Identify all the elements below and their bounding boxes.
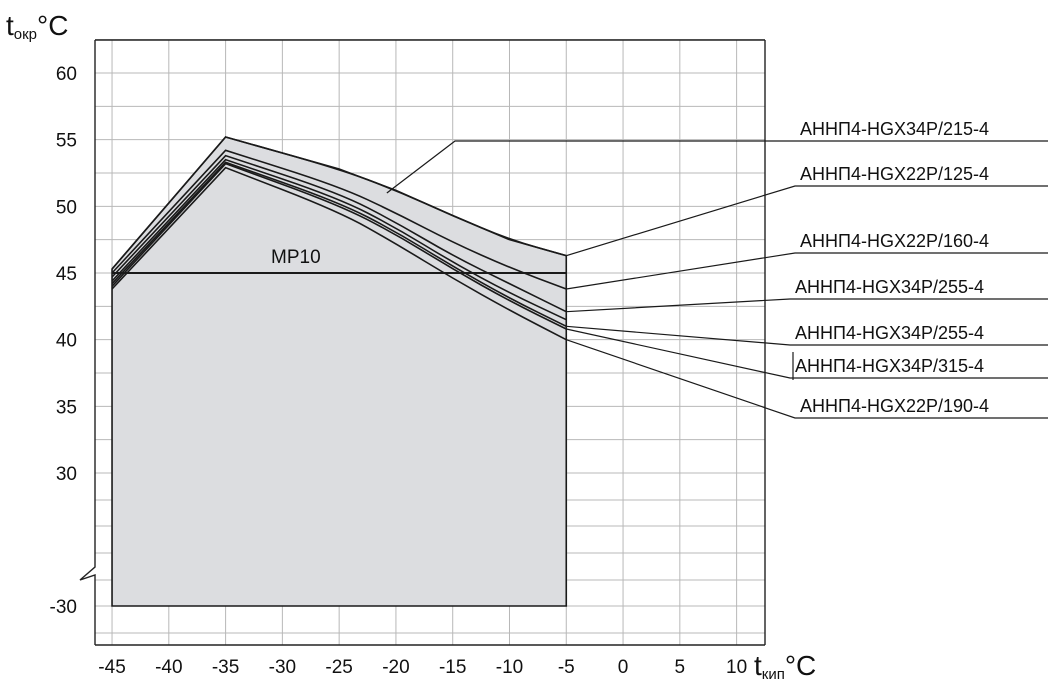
x-tick-label: -35 <box>212 657 239 678</box>
x-axis-title: tкип°C <box>754 650 816 681</box>
y-tick-label: 45 <box>56 264 77 285</box>
x-tick-label: 5 <box>675 657 686 678</box>
leader-line-2 <box>566 185 1048 257</box>
y-axis-title-main: t <box>6 10 14 41</box>
series-line-2 <box>111 149 567 290</box>
leader-line-4 <box>566 298 1048 313</box>
x-tick-label: -10 <box>496 657 523 678</box>
series-label-1: АННП4-HGX34P/215-4 <box>800 119 989 139</box>
x-tick-label: -45 <box>98 657 125 678</box>
series-line-5 <box>111 161 567 328</box>
series-label-4: АННП4-HGX34P/255-4 <box>795 277 984 297</box>
series-line-7 <box>111 166 567 341</box>
y-tick-label: 40 <box>56 331 77 352</box>
x-tick-label: -5 <box>558 657 575 678</box>
x-tick-label: 0 <box>618 657 629 678</box>
y-axis-break <box>79 40 96 645</box>
series-line-4 <box>111 158 567 321</box>
y-tick-label: 55 <box>56 131 77 152</box>
x-tick-label: -15 <box>439 657 466 678</box>
series-label-7: АННП4-HGX22P/190-4 <box>800 396 989 416</box>
y-tick-label: 30 <box>56 464 77 485</box>
leader-line-3 <box>566 252 1048 290</box>
x-axis-title-unit: °C <box>785 650 816 681</box>
leader-line-1 <box>386 140 1048 194</box>
leader-line-7 <box>566 339 1048 419</box>
y-tick-label: -30 <box>50 597 77 618</box>
leader-line-5 <box>566 325 1048 346</box>
y-axis-title-sub: окр <box>14 26 37 43</box>
series-label-2: АННП4-HGX22P/125-4 <box>800 164 989 184</box>
x-axis-title-sub: кип <box>762 666 785 681</box>
series-labels: АННП4-HGX34P/215-4 АННП4-HGX22P/125-4 АННП… <box>795 119 989 416</box>
y-tick-label: 60 <box>56 64 77 85</box>
x-axis-title-main: t <box>754 650 762 681</box>
leader-lines <box>386 140 1048 419</box>
series-lines: MP10 <box>111 136 567 341</box>
leader-line-6 <box>566 328 1048 379</box>
x-tick-label: -25 <box>325 657 352 678</box>
mp10-label: MP10 <box>271 247 321 268</box>
y-axis-title: tокр°C <box>6 10 68 43</box>
y-tick-label: 35 <box>56 397 77 418</box>
y-axis-title-unit: °C <box>37 10 68 41</box>
series-line-1 <box>111 136 567 270</box>
series-line-6 <box>111 162 567 330</box>
series-label-5: АННП4-HGX34P/255-4 <box>795 323 984 343</box>
x-tick-label: -20 <box>382 657 409 678</box>
x-tick-label: -30 <box>269 657 296 678</box>
x-tick-label: -40 <box>155 657 182 678</box>
series-label-3: АННП4-HGX22P/160-4 <box>800 231 989 251</box>
y-tick-label: 50 <box>56 197 77 218</box>
series-label-6: АННП4-HGX34P/315-4 <box>795 356 984 376</box>
x-tick-label: 10 <box>726 657 747 678</box>
